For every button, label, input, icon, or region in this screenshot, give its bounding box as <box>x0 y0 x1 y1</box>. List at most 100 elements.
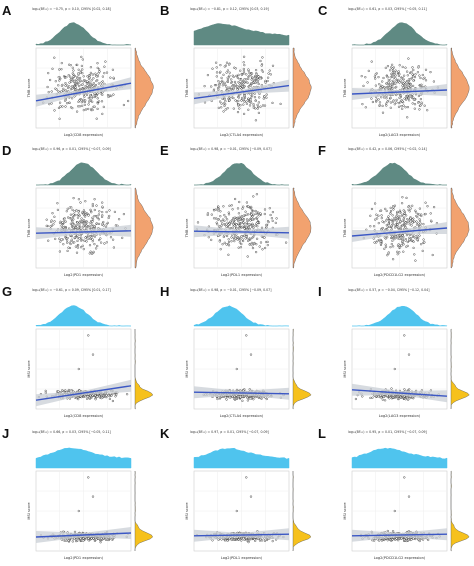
data-point <box>407 205 410 208</box>
data-point <box>94 247 98 250</box>
data-point <box>106 93 110 97</box>
data-point <box>398 244 401 247</box>
data-point <box>374 77 377 80</box>
data-point <box>95 75 98 78</box>
data-point <box>53 56 56 59</box>
data-point <box>89 93 92 97</box>
data-point <box>90 537 93 540</box>
data-point <box>61 389 64 392</box>
data-point <box>380 86 383 90</box>
data-point <box>101 201 104 204</box>
x-axis-label: Log2(PDL1 expression) <box>221 273 263 277</box>
data-point <box>225 85 228 88</box>
data-point <box>416 238 419 241</box>
data-point <box>247 226 251 229</box>
data-point <box>267 72 270 75</box>
data-point <box>215 71 219 74</box>
data-point <box>65 210 68 213</box>
y-axis-label: TMB score <box>27 218 31 238</box>
data-point <box>75 209 78 212</box>
data-point <box>87 96 90 100</box>
data-point <box>74 213 77 217</box>
data-point <box>215 75 218 78</box>
data-point <box>395 85 398 89</box>
data-point <box>251 218 254 222</box>
data-point <box>399 79 402 82</box>
fit-line <box>35 532 132 538</box>
data-point <box>81 87 84 91</box>
data-point <box>400 214 403 218</box>
data-point <box>386 539 389 542</box>
data-point <box>226 69 230 72</box>
data-point <box>220 76 223 80</box>
data-point <box>79 79 82 82</box>
data-point <box>97 72 100 75</box>
data-point <box>227 63 231 66</box>
data-point <box>242 205 245 208</box>
data-point <box>53 220 56 223</box>
data-point <box>419 222 422 225</box>
data-point <box>408 223 411 226</box>
data-point <box>407 220 410 224</box>
data-point <box>79 97 83 101</box>
data-point <box>215 66 218 69</box>
data-point <box>238 236 242 240</box>
y-axis-label: MSI score <box>343 360 347 378</box>
data-point <box>396 253 399 256</box>
data-point <box>404 106 407 109</box>
data-point <box>393 71 397 74</box>
data-point <box>233 197 237 201</box>
data-point <box>57 76 60 79</box>
data-point <box>67 86 70 90</box>
data-point <box>96 244 99 248</box>
data-point <box>72 226 75 229</box>
panel-l: log₁₀(BF₀₁) = 0.95, ρ = 0.01, CI95% [−0.… <box>316 425 474 566</box>
data-point <box>265 538 269 542</box>
data-point <box>70 80 73 83</box>
data-point <box>107 95 110 99</box>
data-point <box>96 92 99 95</box>
data-point <box>413 234 416 237</box>
data-point <box>91 225 94 228</box>
side-density <box>450 47 470 129</box>
data-point <box>256 78 259 82</box>
data-point <box>414 209 417 212</box>
data-point <box>231 226 234 229</box>
data-point <box>219 70 222 73</box>
data-point <box>253 538 256 541</box>
data-point <box>379 209 382 213</box>
y-axis-label: MSI score <box>27 360 31 378</box>
data-point <box>255 193 259 196</box>
data-point <box>231 208 234 211</box>
data-point <box>212 217 216 220</box>
data-point <box>77 81 80 85</box>
outlier-point <box>403 476 406 479</box>
data-point <box>249 219 252 222</box>
data-point <box>98 210 101 213</box>
data-point <box>361 395 364 398</box>
data-point <box>391 69 395 72</box>
data-point <box>265 93 268 96</box>
data-point <box>227 96 231 99</box>
panel-letter: I <box>318 284 322 299</box>
data-point <box>64 389 67 392</box>
data-point <box>91 240 94 243</box>
data-point <box>94 72 97 75</box>
data-point <box>403 85 407 88</box>
data-point <box>71 540 74 543</box>
data-point <box>108 397 112 401</box>
data-point <box>210 238 213 242</box>
data-point <box>64 105 67 108</box>
data-point <box>103 242 106 245</box>
data-point <box>242 55 246 58</box>
data-point <box>214 208 218 211</box>
data-point <box>263 539 267 543</box>
data-point <box>230 236 233 239</box>
data-point <box>240 99 243 102</box>
data-point <box>227 240 231 244</box>
data-point <box>409 82 412 86</box>
data-point <box>244 78 248 81</box>
data-point <box>214 217 218 220</box>
data-point <box>238 78 241 81</box>
data-point <box>394 69 397 72</box>
